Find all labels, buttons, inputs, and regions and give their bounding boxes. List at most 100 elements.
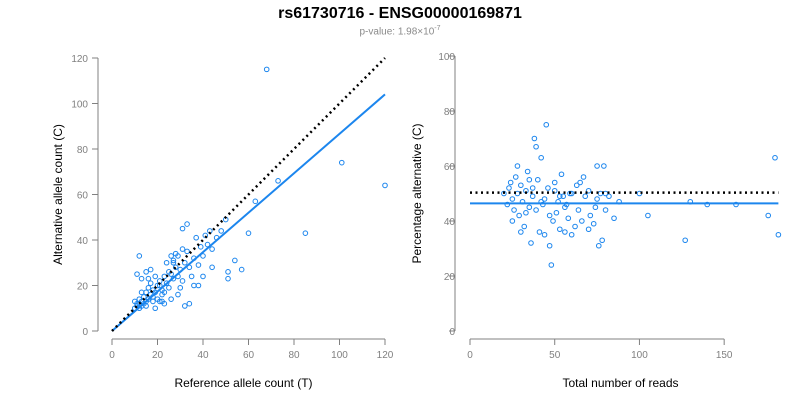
- data-point: [209, 246, 215, 252]
- data-point: [553, 209, 560, 216]
- data-point: [504, 201, 511, 208]
- y-tick-label: 20: [444, 272, 456, 283]
- x-tick-label: 100: [331, 350, 348, 361]
- y-tick-label: 60: [77, 191, 89, 202]
- data-point: [202, 232, 209, 239]
- data-point: [179, 246, 186, 252]
- chart-subtitle: p-value: 1.98×10-7: [0, 25, 800, 37]
- p-value-exponent: -7: [434, 25, 441, 32]
- data-point: [541, 231, 548, 238]
- data-point: [594, 163, 600, 169]
- data-point: [775, 231, 782, 238]
- data-point: [772, 154, 778, 161]
- data-point: [546, 212, 553, 219]
- data-point: [152, 273, 159, 280]
- data-point: [546, 242, 553, 249]
- data-point: [611, 215, 617, 222]
- y-axis-title: Alternative allele count (C): [51, 124, 65, 265]
- y-tick-label: 100: [71, 100, 88, 111]
- data-point: [147, 266, 154, 273]
- data-point: [534, 176, 541, 183]
- data-point: [529, 193, 536, 200]
- x-tick-label: 60: [243, 350, 255, 361]
- data-point: [595, 242, 602, 249]
- y-tick-label: 0: [82, 327, 88, 338]
- data-point: [645, 212, 651, 219]
- reference-line: [111, 57, 386, 332]
- data-point: [551, 179, 558, 186]
- data-point: [170, 259, 177, 266]
- data-point: [156, 278, 163, 284]
- data-point: [145, 275, 152, 282]
- x-tick-label: 80: [288, 350, 300, 361]
- data-point: [179, 225, 186, 232]
- data-point: [540, 201, 546, 208]
- data-point: [545, 185, 551, 191]
- data-point: [170, 257, 177, 264]
- data-point: [252, 198, 259, 205]
- data-point: [225, 269, 231, 275]
- y-tick-label: 40: [444, 217, 456, 228]
- data-point: [518, 182, 524, 189]
- data-point: [511, 207, 517, 213]
- data-point: [156, 298, 163, 305]
- x-tick-label: 150: [716, 350, 733, 361]
- data-point: [521, 223, 528, 230]
- data-point: [168, 296, 174, 302]
- scatter-panel-allele-counts: 0 20 40 60 80 100 120 0 20 40 60 80 100 120 Reference …: [51, 54, 394, 390]
- data-point: [245, 230, 252, 236]
- data-point: [152, 305, 159, 312]
- data-point: [558, 171, 565, 178]
- data-point: [536, 229, 543, 235]
- data-point: [193, 234, 199, 241]
- y-tick-label: 80: [77, 145, 89, 156]
- data-point: [136, 253, 143, 259]
- data-point: [562, 229, 568, 235]
- data-point: [582, 193, 589, 200]
- data-point: [529, 185, 536, 191]
- data-point: [606, 193, 612, 200]
- data-point: [587, 212, 594, 219]
- data-point: [177, 284, 184, 291]
- data-point: [585, 226, 592, 233]
- data-point: [204, 241, 211, 248]
- data-point: [601, 163, 607, 169]
- data-point: [184, 248, 190, 255]
- data-point: [577, 179, 583, 186]
- data-point: [594, 196, 600, 202]
- chart-title: rs61730716 - ENSG00000169871: [278, 5, 522, 22]
- data-point: [602, 207, 609, 213]
- data-point: [501, 190, 507, 197]
- data-point: [143, 269, 149, 275]
- data-point: [200, 253, 206, 259]
- data-point: [562, 204, 568, 211]
- data-point: [550, 218, 556, 224]
- data-point: [182, 303, 188, 309]
- data-point: [531, 135, 538, 142]
- y-tick-label: 120: [71, 54, 88, 65]
- data-point: [195, 282, 202, 289]
- data-point: [166, 284, 172, 291]
- data-point: [568, 231, 575, 238]
- data-point: [557, 226, 563, 233]
- data-point: [186, 300, 193, 307]
- data-point: [302, 230, 309, 236]
- data-point: [551, 187, 558, 194]
- x-tick-label: 40: [197, 350, 209, 361]
- x-axis-title: Reference allele count (T): [174, 376, 312, 390]
- data-point: [172, 264, 179, 271]
- data-point: [154, 282, 161, 289]
- data-point: [572, 223, 578, 230]
- data-point: [184, 221, 190, 227]
- y-tick-label: 60: [444, 162, 456, 173]
- data-point: [263, 66, 270, 73]
- y-axis-title: Percentage alternative (C): [410, 123, 424, 263]
- data-point: [516, 212, 522, 219]
- data-point: [704, 201, 711, 208]
- data-point: [533, 207, 539, 213]
- x-tick-label: 50: [549, 350, 561, 361]
- x-tick-label: 0: [467, 350, 473, 361]
- data-point: [592, 204, 599, 211]
- y-tick-label: 40: [77, 236, 89, 247]
- data-point: [548, 262, 555, 268]
